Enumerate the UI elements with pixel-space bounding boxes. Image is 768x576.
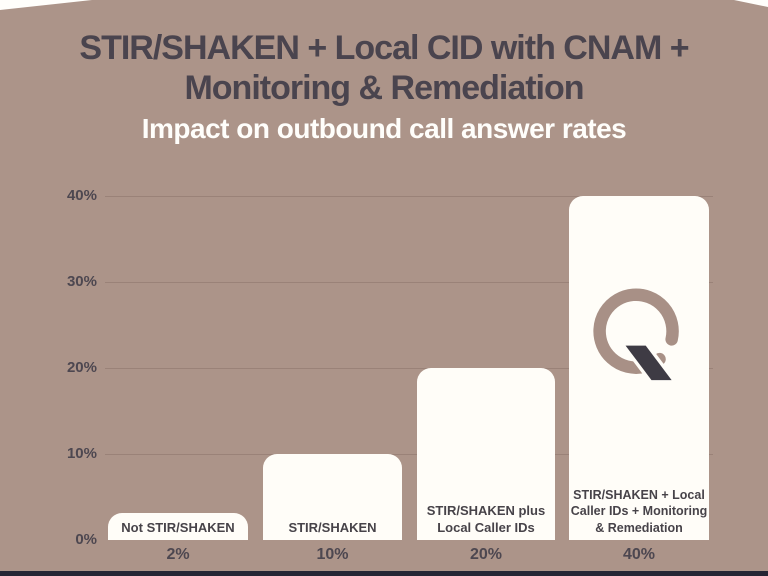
chart-title-block: STIR/SHAKEN + Local CID with CNAM + Moni… [0,28,768,146]
bar-label-line: STIR/SHAKEN [288,520,377,535]
bar-stir-shaken: STIR/SHAKEN [263,454,402,540]
y-axis-tick-1: 10% [66,445,97,462]
bar-value-label: 2% [166,546,190,563]
page-title-line-1: STIR/SHAKEN + Local CID with CNAM + [79,29,689,67]
gridline-20pct [105,368,713,369]
gridline-10pct [105,454,713,455]
y-axis-tick-3: 30% [66,273,97,290]
bar-label-line: Caller IDs + Monitoring [570,504,708,518]
bar-value-label: 20% [469,546,503,563]
bar-full-solution: STIR/SHAKEN + Local Caller IDs + Monitor… [569,196,709,540]
page-title-line-2: Monitoring & Remediation [184,69,584,107]
bar-label-line: & Remediation [595,520,683,535]
background-corner-sliver-left [0,0,92,10]
background-corner-sliver-right [734,0,768,7]
bar-not-stir-shaken: Not STIR/SHAKEN [108,513,248,540]
gridline-40pct [105,196,713,197]
bar-stir-shaken-local-cid: STIR/SHAKEN plus Local Caller IDs [417,368,555,540]
q-logo-icon [593,288,679,384]
gridline-30pct [105,282,713,283]
y-axis-tick-0: 0% [75,531,97,548]
bar-value-label: 40% [622,546,656,563]
bar-label-line: STIR/SHAKEN + Local [573,487,705,502]
bar-label-line: STIR/SHAKEN plus [426,503,546,518]
bar-category-label: STIR/SHAKEN plus Local Caller IDs [427,502,545,536]
bar-value-label: 10% [316,546,349,563]
y-axis-tick-4: 40% [66,187,97,204]
y-axis-tick-2: 20% [66,359,97,376]
bar-category-label: STIR/SHAKEN + Local Caller IDs + Monitor… [571,487,707,537]
page-subtitle: Impact on outbound call answer rates [141,113,627,144]
bar-category-label: Not STIR/SHAKEN [121,519,234,536]
bottom-accent-strip [0,571,768,576]
bar-label-line: Not STIR/SHAKEN [121,520,235,535]
bar-label-line: Local Caller IDs [437,520,535,535]
bar-category-label: STIR/SHAKEN [288,519,376,536]
